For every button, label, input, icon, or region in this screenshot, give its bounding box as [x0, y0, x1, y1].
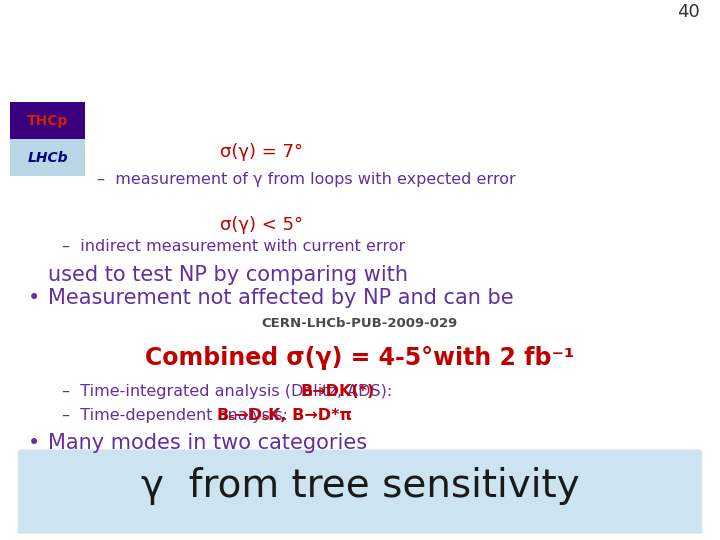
- Text: •: •: [28, 433, 40, 453]
- Text: σ(γ) < 5°: σ(γ) < 5°: [220, 216, 303, 234]
- Text: Bₛ→DₛK, B→D*π: Bₛ→DₛK, B→D*π: [217, 408, 353, 423]
- Text: LHCb: LHCb: [27, 151, 68, 165]
- Text: ТНCр: ТНCр: [27, 114, 68, 128]
- Text: B→DK(*): B→DK(*): [301, 384, 375, 399]
- Text: Measurement not affected by NP and can be: Measurement not affected by NP and can b…: [48, 288, 513, 308]
- FancyBboxPatch shape: [18, 449, 702, 534]
- Text: γ  from tree sensitivity: γ from tree sensitivity: [140, 467, 580, 505]
- Text: –  Time-dependent analysis:: – Time-dependent analysis:: [62, 408, 293, 423]
- Text: Many modes in two categories: Many modes in two categories: [48, 433, 367, 453]
- Bar: [10, 139, 85, 177]
- Text: –  measurement of γ from loops with expected error: – measurement of γ from loops with expec…: [97, 172, 516, 187]
- Text: CERN-LHCb-PUB-2009-029: CERN-LHCb-PUB-2009-029: [262, 316, 458, 330]
- Text: –  indirect measurement with current error: – indirect measurement with current erro…: [62, 239, 405, 254]
- Text: •: •: [28, 288, 40, 308]
- Text: σ(γ) = 7°: σ(γ) = 7°: [220, 143, 303, 161]
- Text: 40: 40: [678, 3, 700, 21]
- Text: –  Time-integrated analysis (Dalitz, ADS):: – Time-integrated analysis (Dalitz, ADS)…: [62, 384, 397, 399]
- Text: Combined σ(γ) = 4-5°with 2 fb⁻¹: Combined σ(γ) = 4-5°with 2 fb⁻¹: [145, 346, 575, 370]
- Text: used to test NP by comparing with: used to test NP by comparing with: [48, 265, 408, 285]
- Bar: [10, 102, 85, 139]
